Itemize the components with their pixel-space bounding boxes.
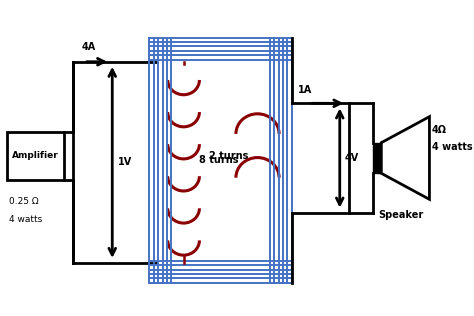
Bar <box>373 143 381 173</box>
Text: 8 turns: 8 turns <box>199 155 238 165</box>
Text: 4V: 4V <box>344 153 358 163</box>
Text: 4 watts: 4 watts <box>9 215 43 224</box>
Text: 0.25 Ω: 0.25 Ω <box>9 197 39 206</box>
Text: 4 watts: 4 watts <box>432 142 472 152</box>
Text: Speaker: Speaker <box>378 210 423 220</box>
Text: 1A: 1A <box>298 85 312 94</box>
Text: Amplifier: Amplifier <box>12 151 59 160</box>
Text: 4Ω: 4Ω <box>432 125 447 135</box>
Bar <box>7 132 64 180</box>
Text: 1V: 1V <box>118 157 132 167</box>
Text: 4A: 4A <box>82 42 96 52</box>
Polygon shape <box>381 117 429 199</box>
Text: 2 turns: 2 turns <box>210 151 249 161</box>
